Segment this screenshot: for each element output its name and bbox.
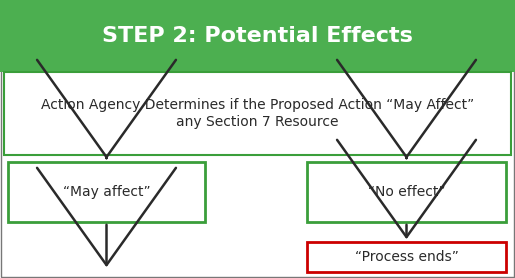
Bar [307,162,506,222]
Text: Action Agency Determines if the Proposed Action “May Affect”
any Section 7 Resou: Action Agency Determines if the Proposed… [41,98,474,129]
Text: “May affect”: “May affect” [63,185,150,199]
Bar [4,72,511,155]
Text: STEP 2: Potential Effects: STEP 2: Potential Effects [102,26,413,46]
Text: “No effect”: “No effect” [368,185,445,199]
Bar [0,0,515,72]
Text: “Process ends”: “Process ends” [354,250,458,264]
Bar [307,242,506,272]
Bar [8,162,205,222]
